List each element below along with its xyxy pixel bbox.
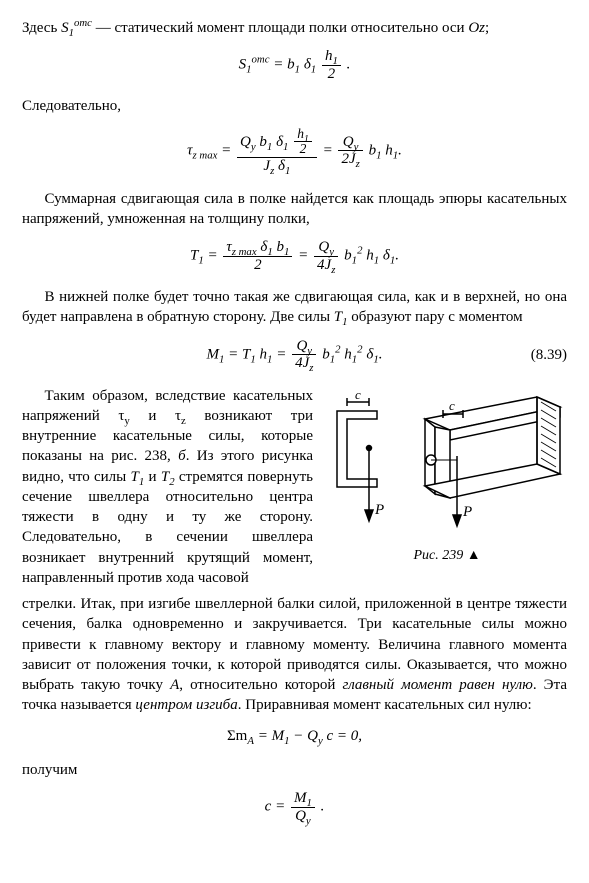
fig-label-c-left: c [355,387,361,402]
para-therefore: Следовательно, [22,96,567,116]
para-thus: Таким образом, вследствие касательных на… [22,386,313,589]
figure-239: c c P P Рис. 239 ▲ [327,386,567,566]
fig-label-P-right: P [462,504,472,520]
equation-M1: M1 = T1 h1 = Qy 4Jz b12 h12 δ1. (8.39) [22,338,567,372]
text-figure-wrap: Таким образом, вследствие касательных на… [22,386,567,595]
para-sum-force: Суммарная сдвигающая сила в полке найдет… [22,189,567,230]
equation-S1: S1отс = b1 δ1 h12 . [22,48,567,82]
axis-Oz: Oz [468,20,485,36]
fig-label-c-right: c [449,398,455,413]
sym-S: S1отс [61,20,92,36]
fig-label-P-left: P [374,502,384,518]
para-lower-flange: В нижней полке будет точно такая же сдви… [22,287,567,328]
para-obtain: получим [22,760,567,780]
equation-number: (8.39) [531,345,567,365]
text: образуют пару с моментом [348,309,523,325]
equation-sum-mA: ΣmA = M1 − Qy c = 0, [22,726,567,746]
figure-caption: Рис. 239 ▲ [327,547,567,566]
para-continuation: стрелки. Итак, при изгибе швеллерной бал… [22,594,567,716]
equation-T1: T1 = τz max δ1 b1 2 = Qy 4Jz b12 h1 δ1. [22,239,567,273]
text: Здесь [22,20,61,36]
figure-svg: c c P P [327,386,567,541]
equation-c: c = M1 Qy . [22,790,567,824]
equation-tau-zmax: τz max = Qy b1 δ1 h12 Jz δ1 = Qy 2Jz b1 … [22,127,567,175]
para-definition: Здесь S1отс — статический момент площади… [22,18,567,38]
text: ; [485,20,489,36]
text: — статический момент площади полки относ… [92,20,468,36]
